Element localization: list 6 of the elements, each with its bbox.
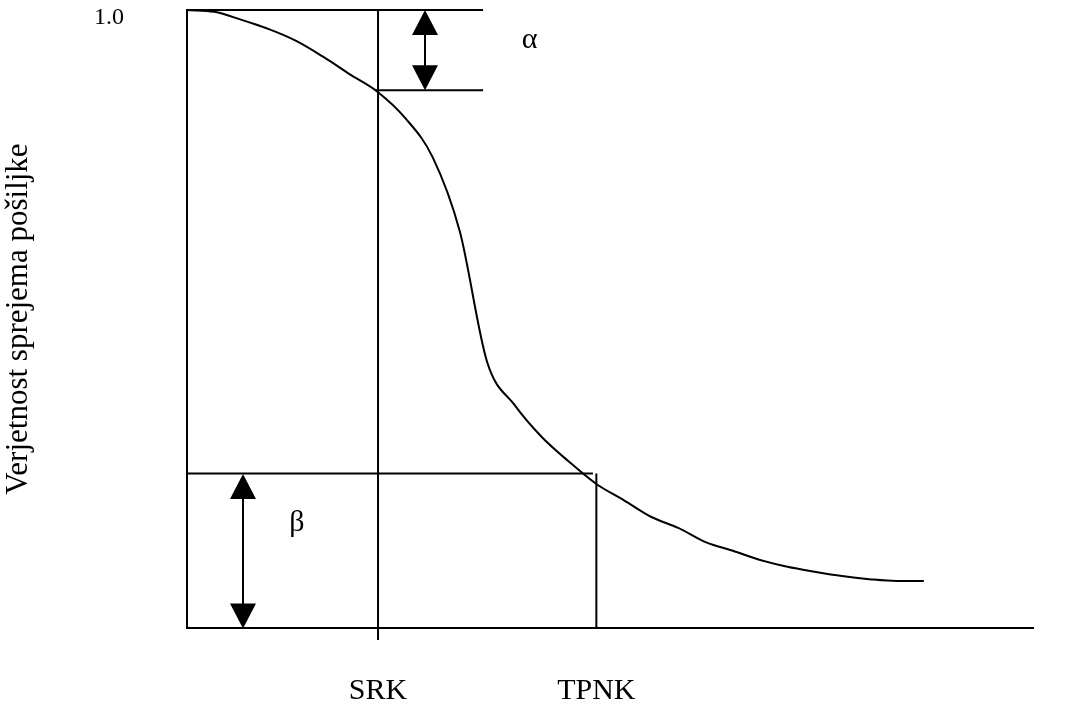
x-tick-label: SRK [348,671,408,705]
x-tick-label: TPNK [557,671,636,705]
annotation: β [289,503,305,537]
annotation: α [521,20,538,54]
text: 1.0 [94,3,124,30]
y-axis-title: Verjetnost sprejema pošiljke [0,143,34,495]
